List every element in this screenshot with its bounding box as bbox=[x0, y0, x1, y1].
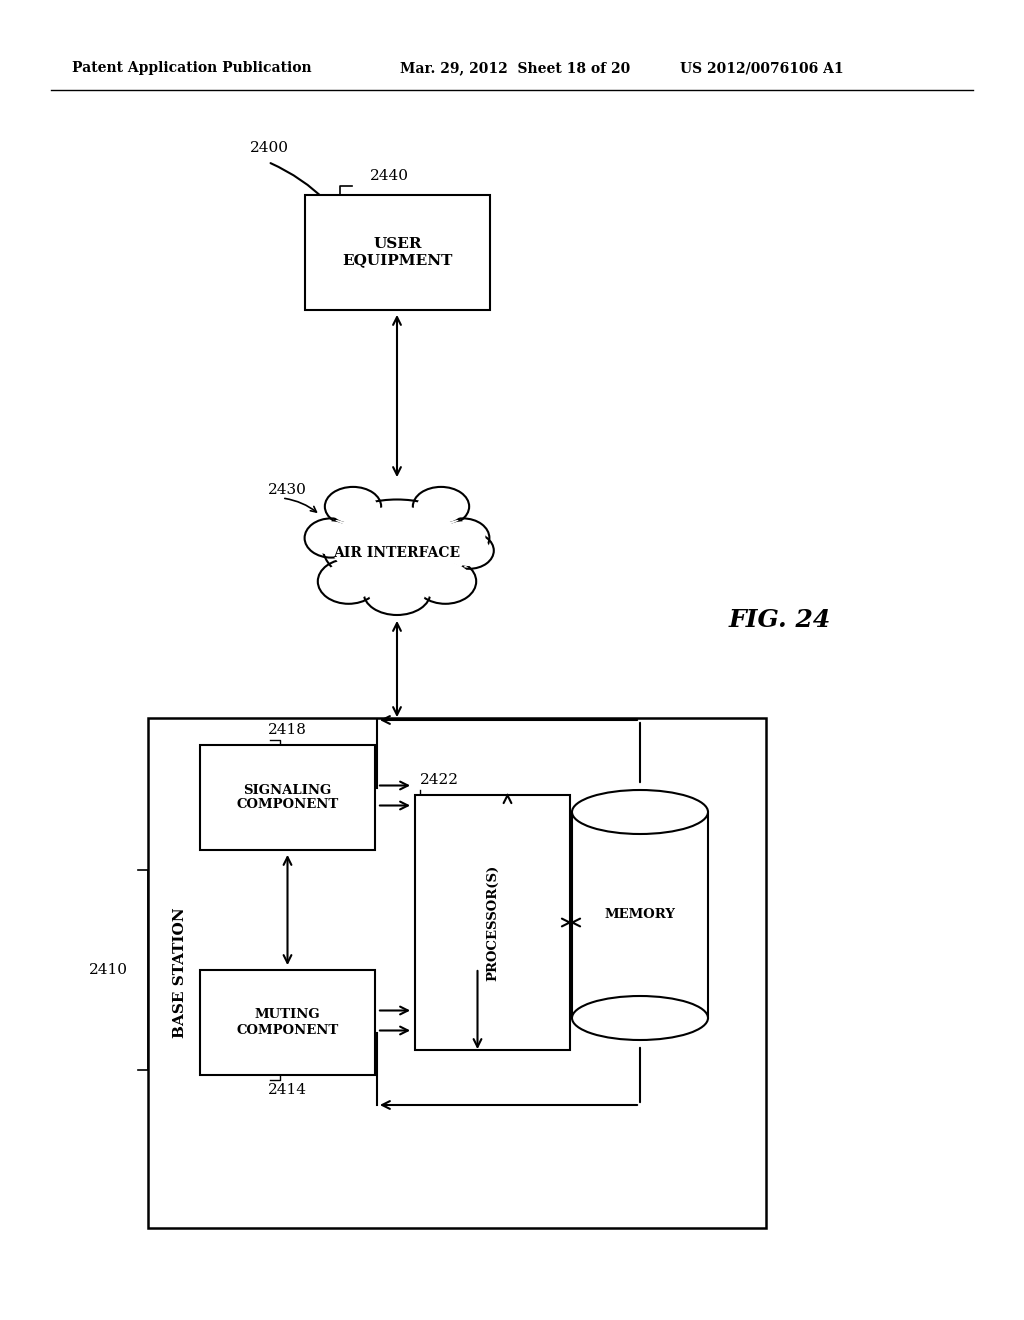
Text: 2400: 2400 bbox=[250, 141, 289, 154]
Text: PROCESSOR(S): PROCESSOR(S) bbox=[486, 865, 499, 981]
Text: USER
EQUIPMENT: USER EQUIPMENT bbox=[342, 238, 453, 268]
Bar bbox=[305, 195, 490, 310]
Ellipse shape bbox=[304, 519, 357, 557]
Text: 2418: 2418 bbox=[268, 723, 307, 737]
Bar bbox=[148, 718, 766, 1228]
Bar bbox=[200, 970, 375, 1074]
Text: BASE STATION: BASE STATION bbox=[173, 908, 187, 1039]
Text: US 2012/0076106 A1: US 2012/0076106 A1 bbox=[680, 61, 844, 75]
Text: 2422: 2422 bbox=[420, 774, 459, 787]
Text: 2414: 2414 bbox=[268, 1082, 307, 1097]
Ellipse shape bbox=[572, 789, 708, 834]
Text: MEMORY: MEMORY bbox=[604, 908, 676, 921]
Ellipse shape bbox=[364, 570, 430, 615]
Text: SIGNALING
COMPONENT: SIGNALING COMPONENT bbox=[237, 784, 339, 812]
Ellipse shape bbox=[415, 558, 476, 603]
Ellipse shape bbox=[417, 490, 465, 523]
Ellipse shape bbox=[449, 535, 490, 566]
Bar bbox=[572, 812, 708, 1018]
Text: Patent Application Publication: Patent Application Publication bbox=[72, 61, 311, 75]
Text: 2440: 2440 bbox=[370, 169, 409, 183]
Text: AIR INTERFACE: AIR INTERFACE bbox=[334, 546, 461, 560]
Text: FIG. 24: FIG. 24 bbox=[729, 609, 831, 632]
Bar bbox=[200, 744, 375, 850]
Text: 2430: 2430 bbox=[268, 483, 307, 498]
Ellipse shape bbox=[572, 997, 708, 1040]
Ellipse shape bbox=[317, 558, 380, 603]
Ellipse shape bbox=[440, 521, 485, 554]
Ellipse shape bbox=[444, 532, 494, 569]
Ellipse shape bbox=[329, 490, 377, 523]
Ellipse shape bbox=[436, 519, 489, 557]
Ellipse shape bbox=[323, 562, 375, 601]
Bar bbox=[415, 795, 570, 1049]
Ellipse shape bbox=[413, 487, 469, 527]
Text: 2410: 2410 bbox=[89, 964, 128, 977]
Text: MUTING
COMPONENT: MUTING COMPONENT bbox=[237, 1008, 339, 1036]
Ellipse shape bbox=[325, 487, 381, 527]
Ellipse shape bbox=[331, 507, 463, 583]
Ellipse shape bbox=[323, 499, 472, 590]
Text: 2426: 2426 bbox=[528, 795, 567, 809]
Ellipse shape bbox=[308, 521, 353, 554]
Ellipse shape bbox=[419, 562, 472, 601]
Ellipse shape bbox=[369, 574, 425, 611]
Text: Mar. 29, 2012  Sheet 18 of 20: Mar. 29, 2012 Sheet 18 of 20 bbox=[400, 61, 630, 75]
